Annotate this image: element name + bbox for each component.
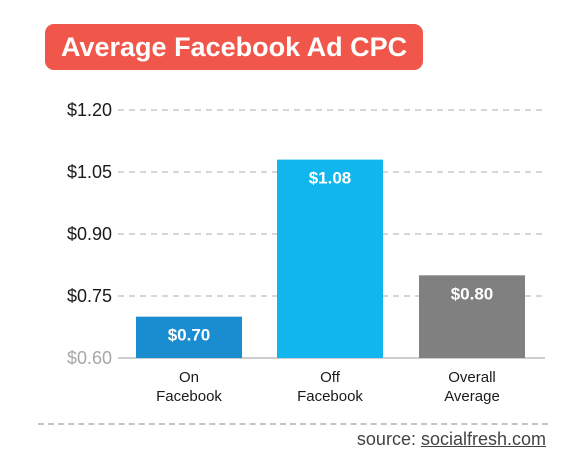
category-label: On Facebook (156, 369, 222, 405)
y-tick-label: $0.90 (67, 224, 112, 244)
bar (136, 316, 242, 358)
source-prefix: source: (356, 429, 421, 449)
chart-title: Average Facebook Ad CPC (45, 24, 424, 70)
y-tick-label: $1.05 (67, 162, 112, 182)
bar-value-label: $0.80 (451, 284, 494, 303)
source-link[interactable]: socialfresh.com (420, 429, 546, 449)
y-tick-label: $0.75 (67, 286, 112, 306)
bar-value-label: $0.70 (168, 326, 211, 345)
bar (277, 159, 383, 358)
source-credit: source: socialfresh.com (357, 429, 546, 450)
category-label: Overall Average (444, 369, 500, 405)
bar-value-label: $1.08 (309, 169, 352, 188)
bar (419, 275, 525, 358)
footer-divider (38, 423, 548, 425)
category-label: Off Facebook (297, 369, 363, 405)
y-tick-label: $0.60 (67, 348, 112, 368)
y-tick-label: $1.20 (67, 100, 112, 120)
bar-chart: $0.60 $0.75 $0.90 $1.05 $1.20 $0.70 On Facebook… (67, 100, 545, 405)
